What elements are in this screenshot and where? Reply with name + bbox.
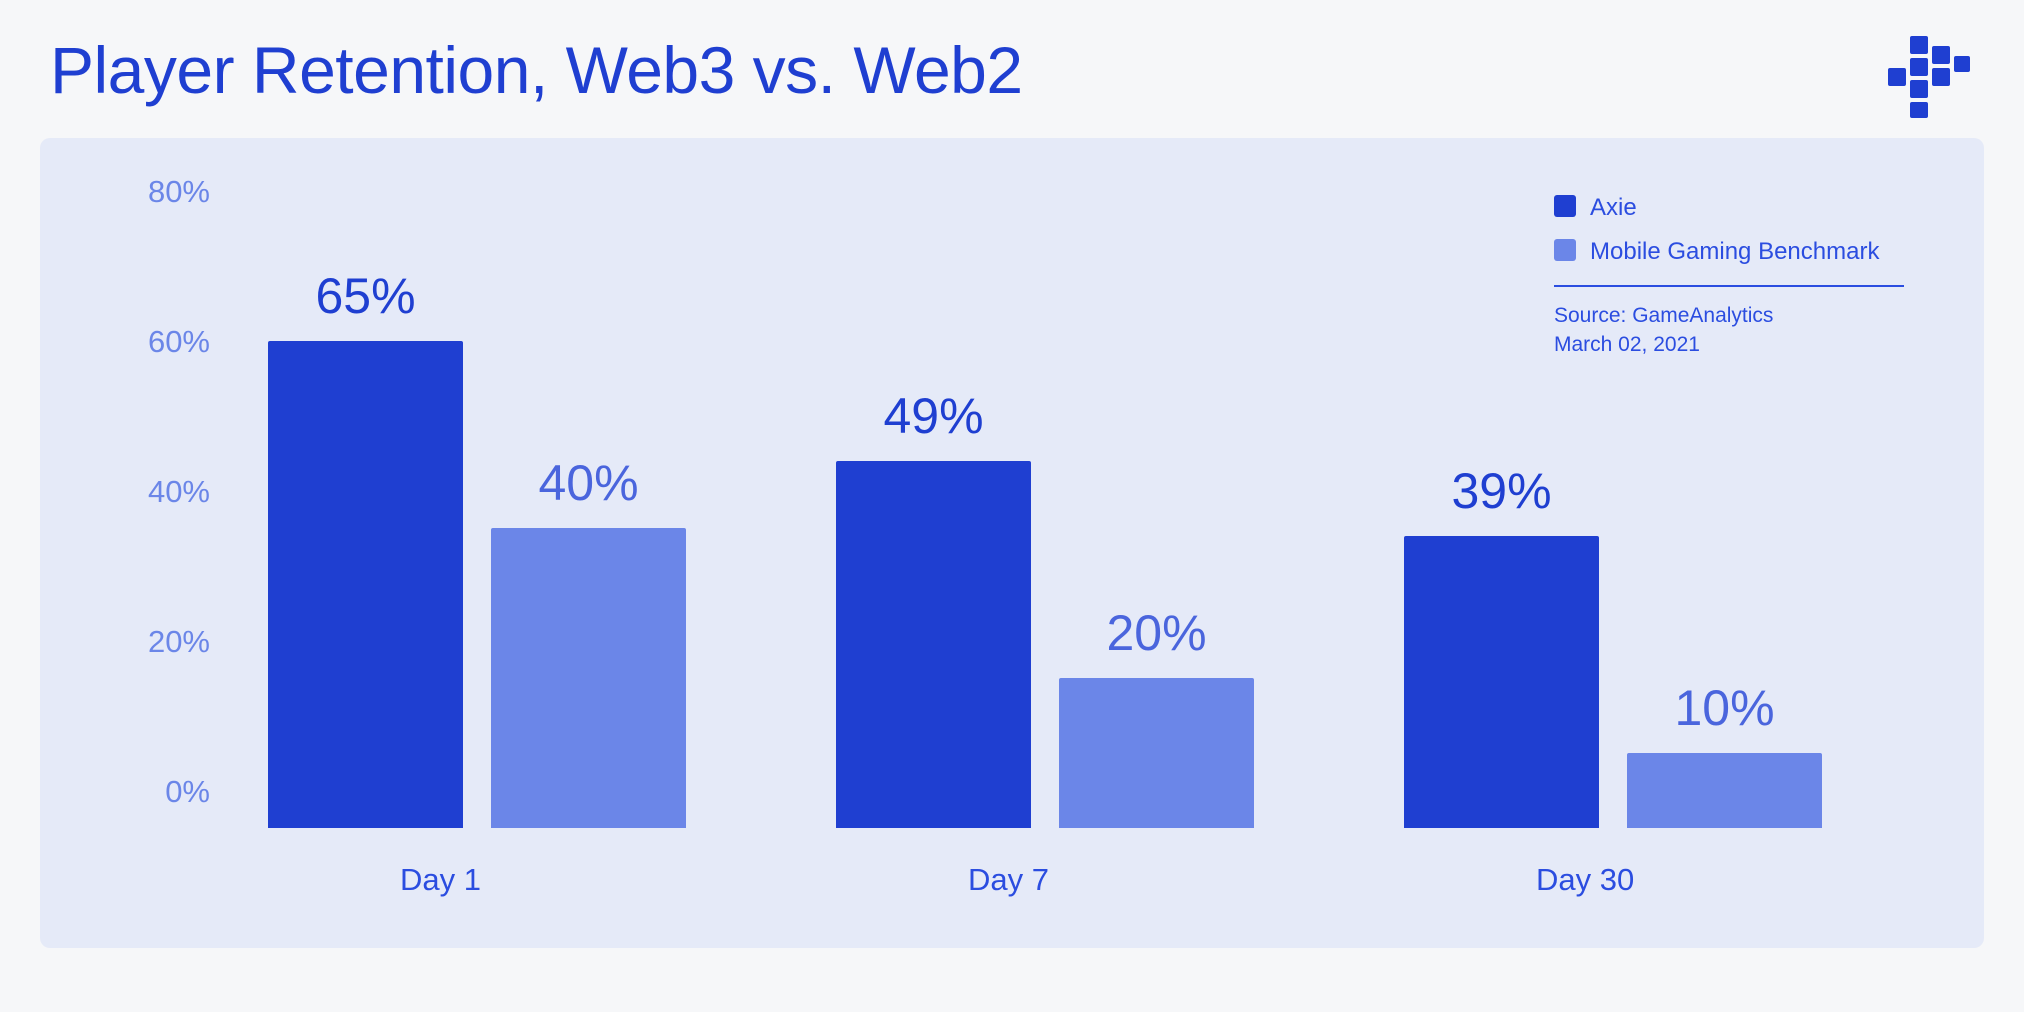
bar-group-day7: 49% 20% — [788, 228, 1356, 828]
source-text: Source: GameAnalytics — [1554, 301, 1904, 330]
x-tick-label: Day 1 — [220, 862, 788, 898]
bar-group-day1: 65% 40% — [220, 228, 788, 828]
legend-label: Mobile Gaming Benchmark — [1590, 237, 1879, 267]
bar-value-label: 65% — [315, 267, 415, 325]
bar-benchmark-day30: 10% — [1627, 753, 1822, 828]
y-tick: 40% — [148, 474, 210, 510]
legend-label: Axie — [1590, 193, 1637, 223]
y-tick: 60% — [148, 324, 210, 360]
legend: Axie Mobile Gaming Benchmark Source: Gam… — [1554, 193, 1904, 360]
y-axis: 0% 20% 40% 60% 80% — [100, 228, 210, 828]
bar-axie-day7: 49% — [836, 461, 1031, 829]
x-tick-label: Day 30 — [1356, 862, 1924, 898]
bar-axie-day1: 65% — [268, 341, 463, 829]
bar-value-label: 10% — [1674, 679, 1774, 737]
legend-item-axie: Axie — [1554, 193, 1904, 223]
bar-value-label: 39% — [1451, 462, 1551, 520]
y-tick: 20% — [148, 624, 210, 660]
legend-swatch-icon — [1554, 195, 1576, 217]
legend-divider — [1554, 285, 1904, 287]
bar-value-label: 20% — [1106, 604, 1206, 662]
legend-swatch-icon — [1554, 239, 1576, 261]
bar-value-label: 40% — [538, 454, 638, 512]
legend-source: Source: GameAnalytics March 02, 2021 — [1554, 301, 1904, 360]
bar-value-label: 49% — [883, 387, 983, 445]
bar-benchmark-day7: 20% — [1059, 678, 1254, 828]
source-date: March 02, 2021 — [1554, 330, 1904, 359]
x-tick-label: Day 7 — [788, 862, 1356, 898]
bar-axie-day30: 39% — [1404, 536, 1599, 829]
bar-benchmark-day1: 40% — [491, 528, 686, 828]
page-title: Player Retention, Web3 vs. Web2 — [50, 32, 1023, 108]
x-axis: Day 1 Day 7 Day 30 — [220, 862, 1924, 898]
y-tick: 80% — [148, 174, 210, 210]
legend-item-benchmark: Mobile Gaming Benchmark — [1554, 237, 1904, 267]
y-tick: 0% — [165, 774, 210, 810]
retention-chart: 0% 20% 40% 60% 80% 65% 40% 49% 20% — [40, 138, 1984, 948]
header: Player Retention, Web3 vs. Web2 — [40, 32, 1984, 138]
brand-logo-icon — [1888, 32, 1974, 118]
